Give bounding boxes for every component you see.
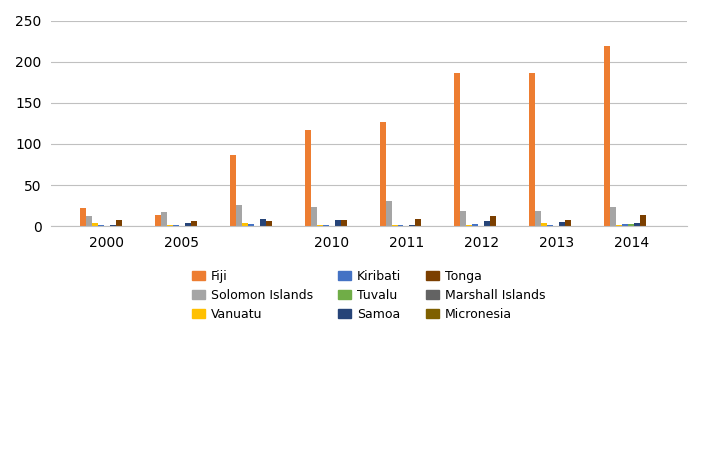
Bar: [604, 46, 610, 226]
Bar: [266, 221, 272, 226]
Bar: [529, 73, 536, 226]
Bar: [236, 205, 241, 226]
Bar: [173, 225, 179, 226]
Bar: [323, 225, 329, 226]
Bar: [484, 221, 491, 226]
Bar: [241, 223, 248, 226]
Bar: [340, 220, 347, 226]
Bar: [385, 201, 392, 226]
Bar: [305, 130, 311, 226]
Bar: [409, 225, 416, 226]
Bar: [317, 225, 323, 226]
Bar: [110, 225, 116, 226]
Bar: [155, 215, 161, 226]
Bar: [311, 207, 317, 226]
Bar: [392, 225, 397, 226]
Bar: [185, 223, 191, 226]
Bar: [536, 212, 541, 226]
Bar: [628, 224, 634, 226]
Bar: [559, 222, 565, 226]
Bar: [491, 216, 496, 226]
Bar: [230, 156, 236, 226]
Bar: [191, 221, 197, 226]
Bar: [248, 224, 253, 226]
Bar: [634, 223, 640, 226]
Bar: [116, 220, 122, 226]
Bar: [416, 219, 421, 226]
Bar: [616, 225, 622, 226]
Legend: Fiji, Solomon Islands, Vanuatu, Kiribati, Tuvalu, Samoa, Tonga, Marshall Islands: Fiji, Solomon Islands, Vanuatu, Kiribati…: [186, 263, 552, 327]
Bar: [92, 223, 98, 226]
Bar: [541, 223, 548, 226]
Bar: [461, 212, 466, 226]
Bar: [86, 216, 92, 226]
Bar: [98, 225, 104, 226]
Bar: [80, 208, 86, 226]
Bar: [472, 224, 478, 226]
Bar: [466, 225, 472, 226]
Bar: [454, 73, 461, 226]
Bar: [397, 225, 404, 226]
Bar: [167, 225, 173, 226]
Bar: [260, 219, 266, 226]
Bar: [622, 224, 628, 226]
Bar: [548, 225, 553, 226]
Bar: [610, 207, 616, 226]
Bar: [161, 212, 167, 226]
Bar: [335, 220, 340, 226]
Bar: [380, 121, 385, 226]
Bar: [640, 215, 646, 226]
Bar: [565, 220, 571, 226]
